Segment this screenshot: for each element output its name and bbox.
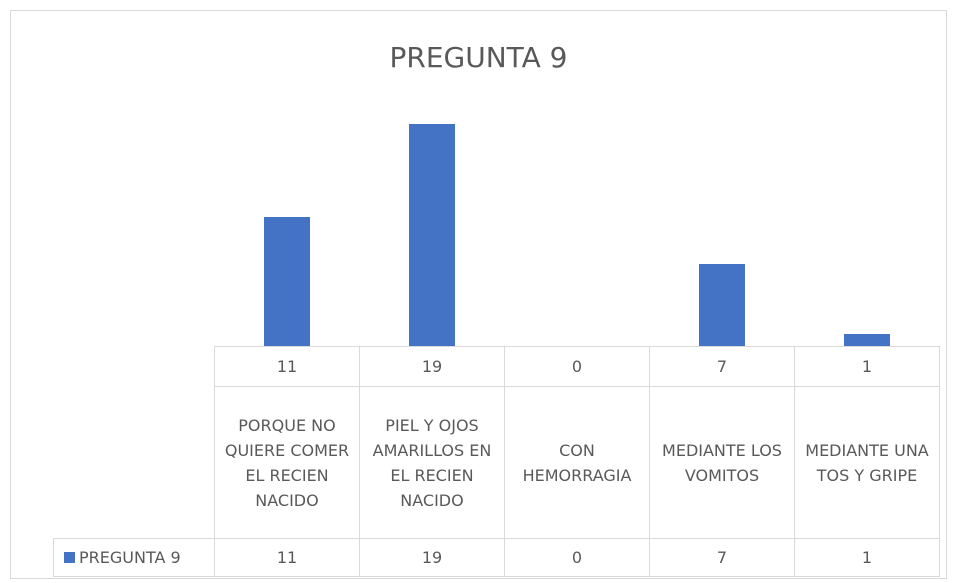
data-label: 1 — [794, 346, 940, 387]
table-value: 0 — [504, 538, 650, 577]
data-label: 11 — [214, 346, 360, 387]
category-label: PORQUE NO QUIERE COMER EL RECIEN NACIDO — [214, 386, 360, 539]
bar — [843, 334, 890, 346]
data-label: 0 — [504, 346, 650, 387]
category-label: MEDIANTE LOS VOMITOS — [649, 386, 795, 539]
table-value: 11 — [214, 538, 360, 577]
table-value: 1 — [794, 538, 940, 577]
category-label: CON HEMORRAGIA — [504, 386, 650, 539]
legend-label: PREGUNTA 9 — [79, 548, 181, 567]
category-label: PIEL Y OJOS AMARILLOS EN EL RECIEN NACID… — [359, 386, 505, 539]
bar — [263, 217, 310, 346]
bar — [698, 264, 745, 346]
chart: PREGUNTA 9 11 11 PORQUE NO QUIERE COMER EL… — [10, 10, 947, 579]
legend-swatch — [64, 552, 75, 563]
bar — [408, 123, 455, 346]
category-label: MEDIANTE UNA TOS Y GRIPE — [794, 386, 940, 539]
data-label: 7 — [649, 346, 795, 387]
data-label: 19 — [359, 346, 505, 387]
table-value: 19 — [359, 538, 505, 577]
table-value: 7 — [649, 538, 795, 577]
chart-title: PREGUNTA 9 — [389, 41, 568, 74]
legend-entry: PREGUNTA 9 — [53, 538, 215, 577]
